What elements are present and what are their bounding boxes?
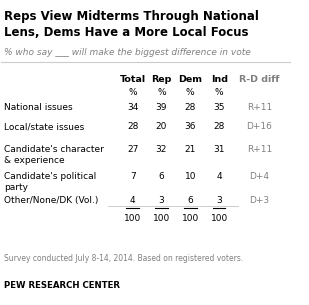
Text: %: % — [186, 88, 195, 96]
Text: 6: 6 — [159, 172, 164, 181]
Text: Candidate's political
party: Candidate's political party — [4, 172, 96, 192]
Text: 28: 28 — [127, 122, 138, 131]
Text: 4: 4 — [130, 196, 135, 205]
Text: 31: 31 — [214, 145, 225, 154]
Text: Candidate's character
& experience: Candidate's character & experience — [4, 145, 104, 165]
Text: 27: 27 — [127, 145, 138, 154]
Text: 7: 7 — [130, 172, 136, 181]
Text: 28: 28 — [214, 122, 225, 131]
Text: Rep: Rep — [151, 75, 172, 84]
Text: 100: 100 — [153, 214, 170, 224]
Text: 34: 34 — [127, 103, 138, 112]
Text: 100: 100 — [182, 214, 199, 224]
Text: R-D diff: R-D diff — [239, 75, 280, 84]
Text: %: % — [215, 88, 223, 96]
Text: 35: 35 — [214, 103, 225, 112]
Text: Reps View Midterms Through National
Lens, Dems Have a More Local Focus: Reps View Midterms Through National Lens… — [4, 10, 259, 39]
Text: 3: 3 — [159, 196, 164, 205]
Text: 20: 20 — [156, 122, 167, 131]
Text: National issues: National issues — [4, 103, 73, 112]
Text: 28: 28 — [184, 103, 196, 112]
Text: 36: 36 — [184, 122, 196, 131]
Text: PEW RESEARCH CENTER: PEW RESEARCH CENTER — [4, 281, 120, 290]
Text: Ind: Ind — [211, 75, 228, 84]
Text: D+16: D+16 — [247, 122, 273, 131]
Text: D+4: D+4 — [250, 172, 269, 181]
Text: 3: 3 — [216, 196, 222, 205]
Text: 32: 32 — [156, 145, 167, 154]
Text: Total: Total — [120, 75, 146, 84]
Text: R+11: R+11 — [247, 103, 272, 112]
Text: R+11: R+11 — [247, 145, 272, 154]
Text: 10: 10 — [184, 172, 196, 181]
Text: 4: 4 — [216, 172, 222, 181]
Text: 39: 39 — [156, 103, 167, 112]
Text: 6: 6 — [188, 196, 193, 205]
Text: Survey conducted July 8-14, 2014. Based on registered voters.: Survey conducted July 8-14, 2014. Based … — [4, 254, 243, 263]
Text: % who say ___ will make the biggest difference in vote: % who say ___ will make the biggest diff… — [4, 48, 251, 57]
Text: 100: 100 — [124, 214, 141, 224]
Text: D+3: D+3 — [249, 196, 269, 205]
Text: %: % — [157, 88, 166, 96]
Text: Local/state issues: Local/state issues — [4, 122, 85, 131]
Text: %: % — [128, 88, 137, 96]
Text: Other/None/DK (Vol.): Other/None/DK (Vol.) — [4, 196, 99, 205]
Text: 100: 100 — [210, 214, 228, 224]
Text: 21: 21 — [184, 145, 196, 154]
Text: Dem: Dem — [178, 75, 202, 84]
